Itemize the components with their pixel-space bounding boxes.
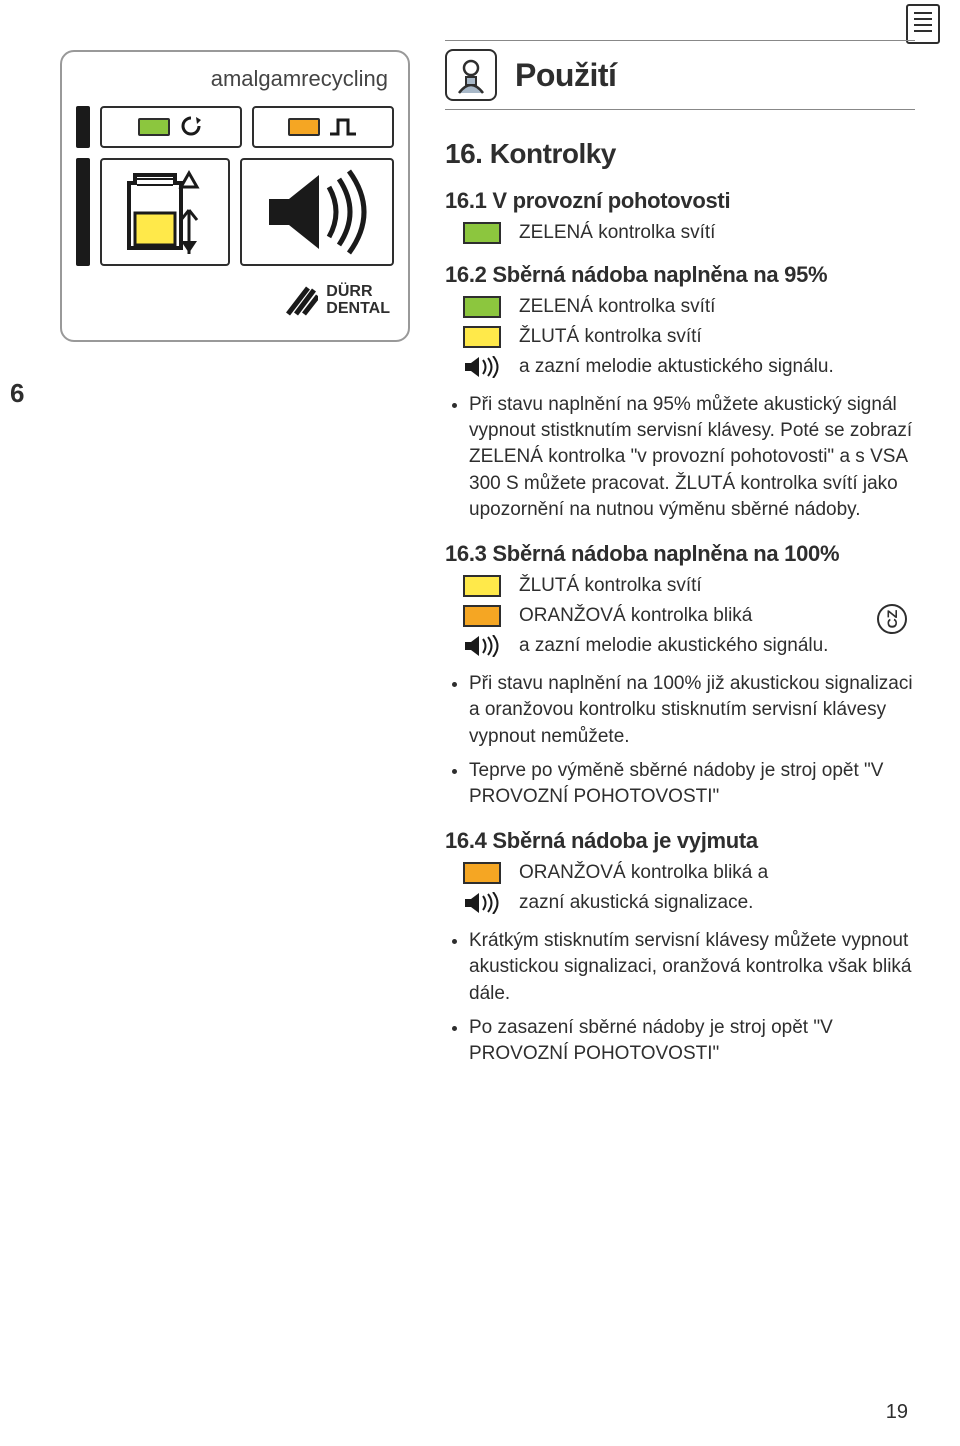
yellow-indicator-icon (463, 575, 501, 597)
indicator-label: ZELENÁ kontrolka svítí (519, 296, 715, 318)
indicator-row: ŽLUTÁ kontrolka svítí (445, 326, 915, 348)
panel-block-alert (252, 106, 394, 148)
content-column: Použití 16. Kontrolky 16.1 V provozní po… (445, 40, 915, 1075)
indicator-label: ŽLUTÁ kontrolka svítí (519, 575, 702, 597)
indicator-row: ZELENÁ kontrolka svítí (445, 222, 915, 244)
panel-block-container (100, 158, 230, 266)
panel-divider (76, 106, 90, 148)
panel-block-speaker (240, 158, 394, 266)
bullet-item: Po zasazení sběrné nádoby je stroj opět … (469, 1015, 915, 1067)
indicator-label: ZELENÁ kontrolka svítí (519, 222, 715, 244)
indicator-label: a zazní melodie aktustického signálu. (519, 356, 834, 378)
panel-row-2 (76, 158, 394, 266)
orange-led-small (288, 118, 320, 136)
indicator-label: ŽLUTÁ kontrolka svítí (519, 326, 702, 348)
bullet-item: Krátkým stisknutím servisní klávesy může… (469, 928, 915, 1007)
yellow-indicator-icon (463, 326, 501, 348)
step-icon (328, 116, 358, 138)
green-indicator-icon (463, 222, 501, 244)
panel-block-status (100, 106, 242, 148)
brand-text: DÜRR DENTAL (326, 284, 390, 318)
orange-indicator-icon (463, 605, 501, 627)
speaker-large-icon (257, 165, 377, 259)
heading-16-3: 16.3 Sběrná nádoba naplněna na 100% (445, 541, 915, 567)
device-panel: amalgamrecycling (60, 50, 410, 342)
page-title: Použití (515, 57, 616, 94)
section-header: Použití (445, 40, 915, 110)
indicator-label: ORANŽOVÁ kontrolka bliká (519, 605, 752, 627)
page-number: 19 (886, 1401, 908, 1424)
bullet-list-162: Při stavu naplnění na 95% můžete akustic… (445, 392, 915, 523)
brand-stripes-icon (284, 284, 318, 318)
heading-16-2: 16.2 Sběrná nádoba naplněna na 95% (445, 262, 915, 288)
bullet-item: Teprve po výměně sběrné nádoby je stroj … (469, 758, 915, 810)
indicator-row: ZELENÁ kontrolka svítí (445, 296, 915, 318)
brand-logo: DÜRR DENTAL (284, 284, 390, 318)
bullet-item: Při stavu naplnění na 100% již akusticko… (469, 671, 915, 750)
indicator-row: a zazní melodie akustického signálu. (445, 635, 915, 657)
panel-row-1 (76, 106, 394, 148)
doc-icon (906, 4, 940, 44)
brand-line2: DENTAL (326, 301, 390, 318)
orange-indicator-icon (463, 862, 501, 884)
green-indicator-icon (463, 296, 501, 318)
speaker-icon (463, 635, 501, 657)
heading-16-4: 16.4 Sběrná nádoba je vyjmuta (445, 828, 915, 854)
user-icon (445, 49, 497, 101)
cycle-icon (178, 114, 204, 140)
heading-16: 16. Kontrolky (445, 138, 915, 170)
indicator-row: a zazní melodie aktustického signálu. (445, 356, 915, 378)
bullet-list-163: Při stavu naplnění na 100% již akusticko… (445, 671, 915, 810)
speaker-icon (463, 356, 501, 378)
panel-title: amalgamrecycling (76, 66, 394, 96)
indicator-row: ŽLUTÁ kontrolka svítí (445, 575, 915, 597)
panel-brand-row: DÜRR DENTAL (76, 276, 394, 318)
brand-line1: DÜRR (326, 284, 390, 301)
indicator-label: zazní akustická signalizace. (519, 892, 753, 914)
speaker-icon (463, 892, 501, 914)
indicator-row: ORANŽOVÁ kontrolka bliká a (445, 862, 915, 884)
indicator-label: a zazní melodie akustického signálu. (519, 635, 828, 657)
bullet-item: Při stavu naplnění na 95% můžete akustic… (469, 392, 915, 523)
heading-16-1: 16.1 V provozní pohotovosti (445, 188, 915, 214)
panel-divider-2 (76, 158, 90, 266)
green-led-small (138, 118, 170, 136)
indicator-label: ORANŽOVÁ kontrolka bliká a (519, 862, 768, 884)
container-icon (115, 165, 215, 259)
language-badge: CZ (877, 604, 907, 634)
indicator-row: zazní akustická signalizace. (445, 892, 915, 914)
figure-number: 6 (10, 378, 24, 409)
indicator-row: ORANŽOVÁ kontrolka bliká (445, 605, 915, 627)
bullet-list-164: Krátkým stisknutím servisní klávesy může… (445, 928, 915, 1067)
